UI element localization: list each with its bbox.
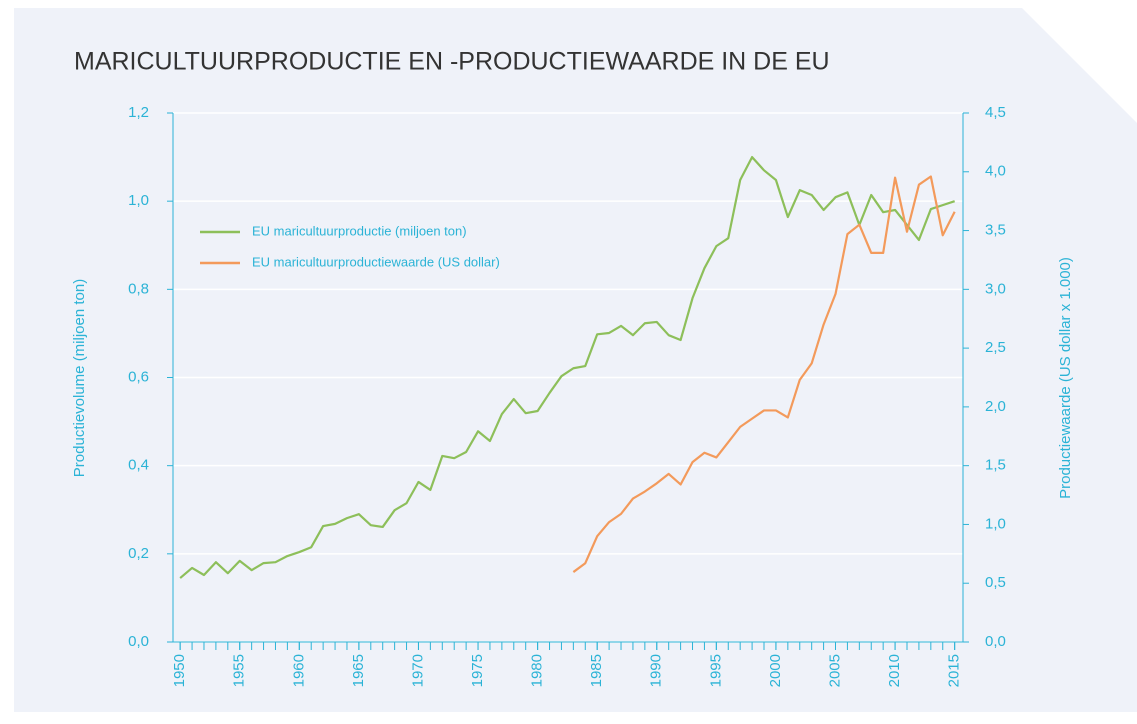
y-tick-label: 0,0 bbox=[128, 633, 149, 650]
y2-tick-label: 0,5 bbox=[985, 574, 1006, 591]
y-tick-label: 0,4 bbox=[128, 457, 149, 474]
panel bbox=[14, 8, 1137, 712]
y2-tick-label: 2,5 bbox=[985, 339, 1006, 356]
x-tick-label: 1965 bbox=[350, 654, 367, 687]
legend-label: EU maricultuurproductiewaarde (US dollar… bbox=[252, 254, 500, 269]
series-line bbox=[572, 175, 956, 573]
y-tick-label: 0,8 bbox=[128, 280, 149, 297]
y2-tick-label: 4,5 bbox=[985, 104, 1006, 121]
x-tick-label: 1995 bbox=[707, 654, 724, 687]
y2-tick-label: 2,0 bbox=[985, 398, 1006, 415]
y2-tick-label: 0,0 bbox=[985, 633, 1006, 650]
y2-tick-label: 3,0 bbox=[985, 280, 1006, 297]
series-line bbox=[179, 155, 956, 579]
y2-axis-title: Productiewaarde (US dollar x 1.000) bbox=[1057, 257, 1074, 499]
y-tick-label: 0,2 bbox=[128, 545, 149, 562]
x-tick-label: 1980 bbox=[529, 654, 546, 687]
y2-tick-label: 1,0 bbox=[985, 515, 1006, 532]
y-tick-label: 1,0 bbox=[128, 192, 149, 209]
y2-tick-label: 3,5 bbox=[985, 222, 1006, 239]
y-tick-label: 0,6 bbox=[128, 368, 149, 385]
x-tick-label: 1985 bbox=[588, 654, 605, 687]
x-tick-label: 1990 bbox=[648, 654, 665, 687]
y2-tick-label: 1,5 bbox=[985, 457, 1006, 474]
x-tick-label: 1970 bbox=[409, 654, 426, 687]
legend-label: EU maricultuurproductie (miljoen ton) bbox=[252, 223, 467, 238]
x-tick-label: 1950 bbox=[171, 654, 188, 687]
x-tick-label: 1975 bbox=[469, 654, 486, 687]
x-tick-label: 1960 bbox=[290, 654, 307, 687]
chart-title: MARICULTUURPRODUCTIE EN -PRODUCTIEWAARDE… bbox=[74, 48, 830, 76]
y-axis-title: Productievolume (miljoen ton) bbox=[71, 279, 88, 477]
x-tick-label: 2005 bbox=[826, 654, 843, 687]
x-tick-label: 2010 bbox=[886, 654, 903, 687]
x-tick-label: 1955 bbox=[231, 654, 248, 687]
y-tick-label: 1,2 bbox=[128, 104, 149, 121]
x-tick-label: 2015 bbox=[946, 654, 963, 687]
y2-tick-label: 4,0 bbox=[985, 163, 1006, 180]
x-tick-label: 2000 bbox=[767, 654, 784, 687]
